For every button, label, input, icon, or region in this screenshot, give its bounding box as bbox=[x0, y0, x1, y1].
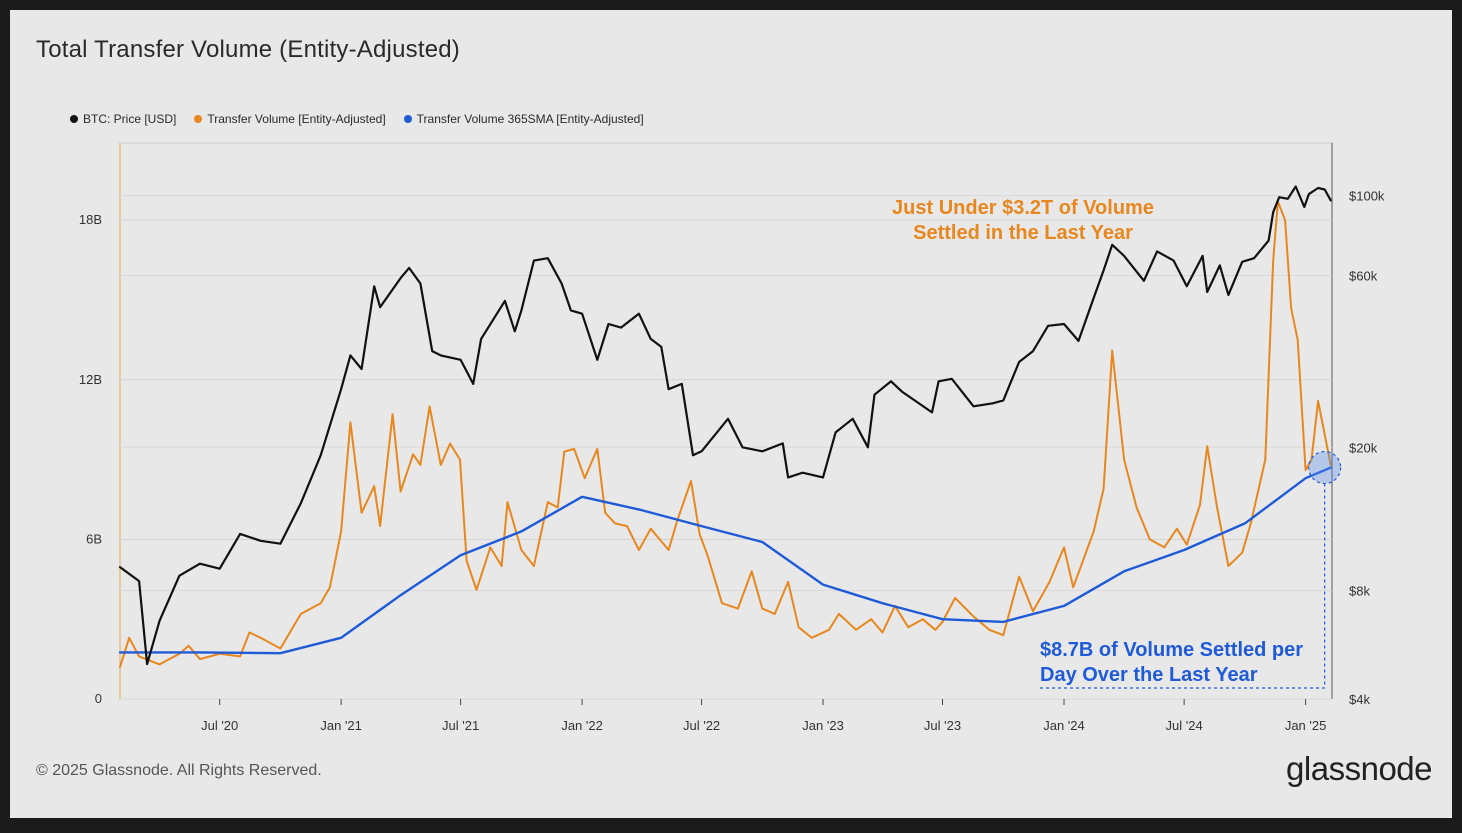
y-right-tick-label: $8k bbox=[1349, 584, 1370, 599]
x-tick-label: Jan '25 bbox=[1285, 718, 1327, 733]
brand-logo: glassnode bbox=[1286, 750, 1432, 787]
legend-item-volume[interactable]: Transfer Volume [Entity-Adjusted] bbox=[194, 112, 386, 126]
highlight-circle bbox=[1308, 450, 1342, 485]
y-right-tick-label: $20k bbox=[1349, 440, 1378, 455]
x-tick-label: Jan '23 bbox=[802, 718, 844, 733]
y-left-tick-label: 18B bbox=[79, 212, 102, 227]
y-left-tick-label: 6B bbox=[86, 531, 102, 546]
x-tick-label: Jul '21 bbox=[442, 718, 479, 733]
x-tick-label: Jul '22 bbox=[683, 718, 720, 733]
y-right-tick-label: $100k bbox=[1349, 189, 1385, 204]
chart-panel bbox=[10, 10, 1452, 818]
legend-label-price: BTC: Price [USD] bbox=[83, 112, 177, 126]
legend-item-price[interactable]: BTC: Price [USD] bbox=[70, 112, 176, 126]
legend-dot-price bbox=[70, 115, 78, 123]
x-tick-label: Jan '21 bbox=[320, 718, 362, 733]
legend-item-sma[interactable]: Transfer Volume 365SMA [Entity-Adjusted] bbox=[403, 112, 644, 126]
x-tick-label: Jul '24 bbox=[1166, 718, 1203, 733]
legend-dot-volume bbox=[194, 115, 203, 123]
legend-dot-sma bbox=[403, 115, 412, 123]
x-tick-label: Jan '22 bbox=[561, 718, 603, 733]
legend-label-sma: Transfer Volume 365SMA [Entity-Adjusted] bbox=[416, 112, 644, 126]
annotation-top-line1: Just Under $3.2T of Volume bbox=[892, 197, 1154, 219]
annotation-bottom-line1: $8.7B of Volume Settled per bbox=[1040, 639, 1303, 661]
legend-label-volume: Transfer Volume [Entity-Adjusted] bbox=[207, 112, 386, 126]
chart-title: Total Transfer Volume (Entity-Adjusted) bbox=[36, 36, 460, 63]
copyright-text: © 2025 Glassnode. All Rights Reserved. bbox=[36, 762, 322, 779]
y-left-tick-label: 0 bbox=[95, 691, 102, 706]
y-left-tick-label: 12B bbox=[79, 372, 102, 387]
y-right-tick-label: $4k bbox=[1349, 692, 1370, 707]
annotation-bottom-line2: Day Over the Last Year bbox=[1040, 664, 1258, 686]
x-tick-label: Jan '24 bbox=[1043, 718, 1085, 733]
legend: BTC: Price [USD] Transfer Volume [Entity… bbox=[70, 112, 644, 126]
series-line-btc-price bbox=[118, 185, 1332, 666]
x-tick-label: Jul '23 bbox=[924, 718, 961, 733]
y-right-tick-label: $60k bbox=[1349, 269, 1378, 284]
x-tick-label: Jul '20 bbox=[201, 718, 238, 733]
annotation-top-line2: Settled in the Last Year bbox=[913, 222, 1133, 244]
series-line-volume-365sma bbox=[118, 466, 1332, 655]
series-line-transfer-volume bbox=[119, 200, 1332, 669]
